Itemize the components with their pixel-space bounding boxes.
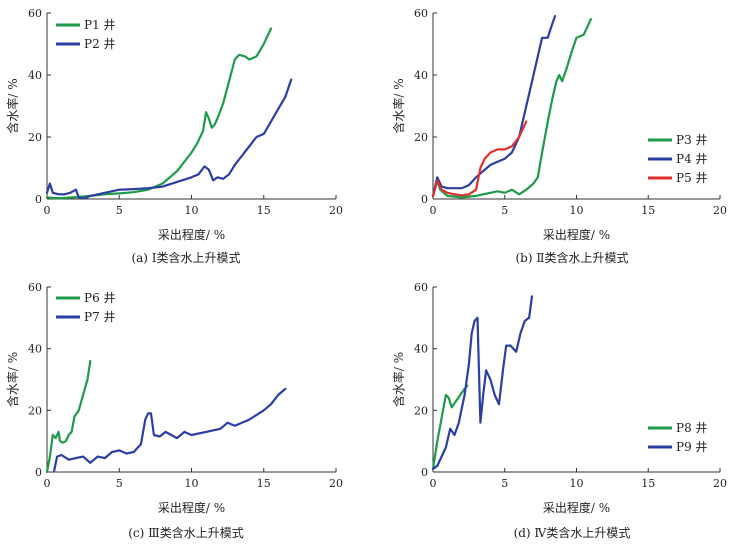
y-tick-label-d: 40 — [414, 343, 428, 356]
x-tick-label-d: 0 — [430, 477, 437, 490]
y-axis-label-a: 含水率/ % — [5, 78, 20, 133]
caption-c: (c) Ⅲ类含水上升模式 — [128, 525, 243, 540]
y-tick-label-b: 20 — [414, 131, 428, 144]
y-tick-label-d: 0 — [421, 466, 428, 479]
panel-c: 0 5 10 15 20 0 20 40 60 采出程度/ % 含水率/ % P6 井 P7 井 (c) … — [5, 281, 343, 540]
x-tick-label-a: 15 — [257, 204, 271, 217]
x-tick-label-c: 0 — [44, 477, 51, 490]
y-tick-label-c: 0 — [35, 466, 42, 479]
series-line-p2 — [45, 78, 293, 200]
y-tick-label-a: 60 — [28, 7, 42, 20]
panel-b: 0 5 10 15 20 0 20 40 60 采出程度/ % 含水率/ % P3 井 P4 井 P5 井… — [391, 7, 727, 265]
legend-label-p2: P2 井 — [84, 37, 116, 51]
y-tick-label-a: 0 — [35, 193, 42, 206]
y-axis-label-d: 含水率/ % — [391, 352, 406, 407]
y-tick-label-b: 0 — [421, 193, 428, 206]
x-tick-label-d: 20 — [713, 477, 727, 490]
y-tick-label-c: 40 — [28, 343, 42, 356]
x-tick-label-a: 5 — [116, 204, 123, 217]
legend-a: P1 井 P2 井 — [56, 18, 116, 51]
y-tick-label-a: 20 — [28, 131, 42, 144]
legend-d: P8 井 P9 井 — [648, 421, 708, 454]
y-axis-label-c: 含水率/ % — [5, 352, 20, 407]
x-axis-label-c: 采出程度/ % — [158, 500, 225, 515]
series-line-p4 — [431, 15, 557, 197]
legend-label-p7: P7 井 — [84, 310, 116, 324]
x-tick-label-c: 10 — [185, 477, 199, 490]
x-tick-label-c: 15 — [257, 477, 271, 490]
series-line-p5 — [431, 120, 528, 197]
x-tick-label-b: 20 — [713, 204, 727, 217]
x-tick-label-d: 5 — [501, 477, 508, 490]
panel-a: 0 5 10 15 20 0 20 40 60 采出程度/ % 含水率/ % P1 井 P2 井 (a) … — [5, 7, 343, 265]
y-axis-label-b: 含水率/ % — [391, 78, 406, 133]
x-tick-label-d: 15 — [641, 477, 655, 490]
series-line-p8 — [431, 384, 469, 470]
x-tick-label-b: 0 — [430, 204, 437, 217]
y-tick-label-c: 20 — [28, 404, 42, 417]
x-axis-label-b: 采出程度/ % — [543, 227, 610, 242]
series-line-p7 — [53, 387, 287, 472]
series-line-p6 — [45, 359, 92, 474]
legend-label-p1: P1 井 — [84, 18, 116, 32]
y-tick-label-a: 40 — [28, 69, 42, 82]
caption-a: (a) Ⅰ类含水上升模式 — [131, 250, 240, 265]
legend-label-p6: P6 井 — [84, 291, 116, 305]
x-tick-label-b: 10 — [570, 204, 584, 217]
legend-label-p8: P8 井 — [676, 421, 708, 435]
legend-label-p4: P4 井 — [676, 152, 708, 166]
y-tick-label-b: 60 — [414, 7, 428, 20]
y-tick-label-c: 60 — [28, 281, 42, 294]
series-line-p3 — [431, 18, 592, 199]
y-tick-label-d: 20 — [414, 404, 428, 417]
series-line-p9 — [431, 295, 534, 470]
caption-d: (d) Ⅳ类含水上升模式 — [514, 525, 631, 540]
x-tick-label-c: 20 — [329, 477, 343, 490]
legend-label-p5: P5 井 — [676, 171, 708, 185]
series-line-p1 — [45, 27, 273, 200]
x-tick-label-b: 15 — [641, 204, 655, 217]
x-tick-label-a: 0 — [44, 204, 51, 217]
x-tick-label-a: 20 — [329, 204, 343, 217]
x-axis-label-a: 采出程度/ % — [158, 227, 225, 242]
x-tick-label-b: 5 — [501, 204, 508, 217]
x-tick-label-d: 10 — [570, 477, 584, 490]
legend-label-p3: P3 井 — [676, 133, 708, 147]
y-tick-label-b: 40 — [414, 69, 428, 82]
x-axis-label-d: 采出程度/ % — [543, 500, 610, 515]
caption-b: (b) Ⅱ类含水上升模式 — [515, 250, 628, 265]
y-tick-label-d: 60 — [414, 281, 428, 294]
legend-b: P3 井 P4 井 P5 井 — [648, 133, 708, 185]
panel-d: 0 5 10 15 20 0 20 40 60 采出程度/ % 含水率/ % P8 井 P9 井 (d) … — [391, 281, 727, 540]
legend-label-p9: P9 井 — [676, 440, 708, 454]
x-tick-label-a: 10 — [185, 204, 199, 217]
x-tick-label-c: 5 — [116, 477, 123, 490]
legend-c: P6 井 P7 井 — [56, 291, 116, 324]
